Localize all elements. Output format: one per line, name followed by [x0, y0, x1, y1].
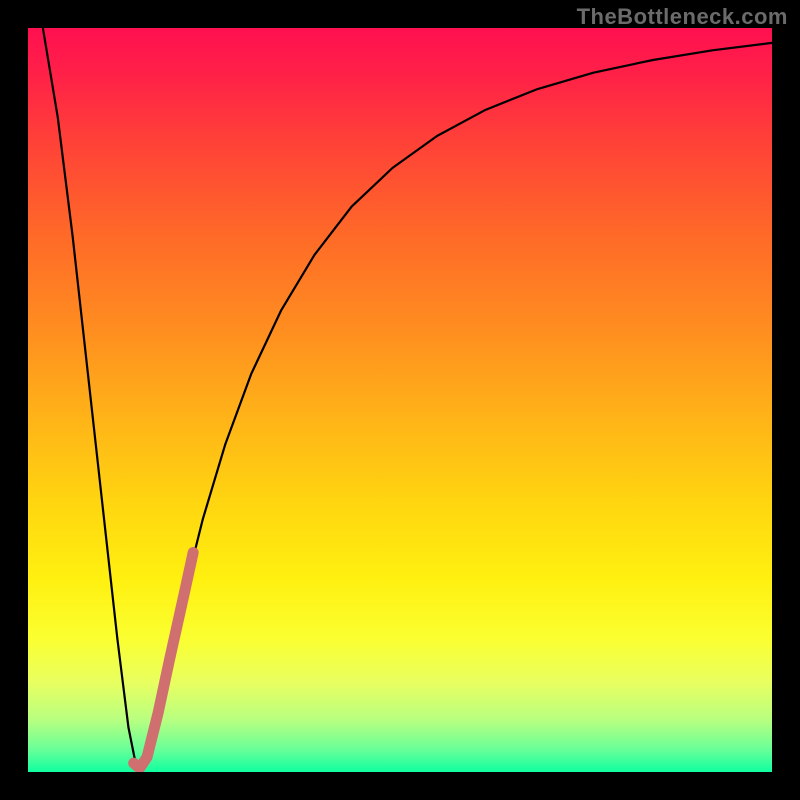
chart-frame: TheBottleneck.com — [0, 0, 800, 800]
highlight-segment — [134, 553, 194, 769]
curve-layer — [28, 28, 772, 772]
bottleneck-curve — [43, 28, 772, 768]
plot-area — [28, 28, 772, 772]
watermark-text: TheBottleneck.com — [577, 4, 788, 30]
